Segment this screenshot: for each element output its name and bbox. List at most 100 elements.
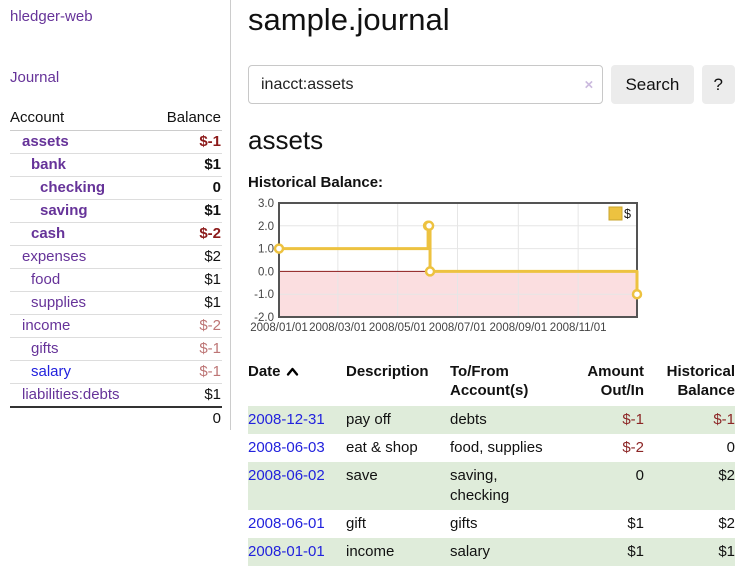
- chart-title: Historical Balance:: [248, 174, 384, 191]
- search-button[interactable]: Search: [611, 65, 694, 104]
- account-balance: $1: [204, 386, 221, 403]
- sidebar-account-link-assets[interactable]: assets: [22, 133, 69, 150]
- search-input[interactable]: [248, 65, 604, 104]
- svg-text:2008/03/01: 2008/03/01: [309, 322, 367, 334]
- svg-text:2008/07/01: 2008/07/01: [429, 322, 487, 334]
- account-row: saving $1: [10, 199, 222, 223]
- transaction-date-link[interactable]: 2008-06-01: [248, 515, 325, 532]
- account-row: assets $-1: [10, 130, 222, 154]
- account-balance: $-2: [150, 314, 222, 338]
- svg-text:2008/09/01: 2008/09/01: [490, 322, 548, 334]
- col-header-historical-balance: Historical Balance: [666, 363, 735, 399]
- account-balance: 0: [150, 176, 222, 200]
- sidebar-account-link-cash[interactable]: cash: [31, 225, 66, 242]
- col-header-balance: Balance: [150, 107, 222, 131]
- account-row: liabilities:debts $1: [10, 384, 222, 408]
- svg-text:2008/11/01: 2008/11/01: [550, 322, 607, 334]
- transaction-amount: $1: [627, 543, 644, 560]
- account-balance: $1: [150, 153, 222, 177]
- account-balance: $-2: [150, 222, 222, 246]
- help-button[interactable]: ?: [701, 65, 735, 104]
- register-header-row: Date Description To/From Account(s) Amoun…: [248, 362, 735, 406]
- transaction-amount: $1: [627, 515, 644, 532]
- account-heading: assets: [248, 125, 324, 155]
- account-row: expenses $2: [10, 245, 222, 269]
- svg-text:2.0: 2.0: [258, 221, 274, 233]
- account-row: gifts $-1: [10, 337, 222, 361]
- account-balance: $2: [150, 245, 222, 269]
- transaction-description: save: [346, 467, 378, 484]
- transaction-date-link[interactable]: 2008-01-01: [248, 543, 325, 560]
- transaction-accounts: debts: [450, 411, 487, 428]
- svg-text:-2.0: -2.0: [254, 312, 274, 324]
- total-balance: 0: [150, 406, 222, 430]
- svg-text:$: $: [624, 207, 631, 221]
- transaction-accounts: salary: [450, 543, 491, 560]
- sidebar-account-link-salary[interactable]: salary: [31, 363, 72, 380]
- total-row: 0: [10, 406, 222, 430]
- main-content: sample.journal × Search ? assets Histori…: [231, 0, 742, 566]
- historical-balance-chart: $3.0 2.0 1.0 0.0 -1.0 -2.0 2008/01/01 2008/03/0…: [248, 198, 742, 342]
- transaction-balance: $2: [718, 467, 735, 484]
- account-balance: $1: [150, 199, 222, 223]
- transaction-balance: $-1: [713, 411, 735, 428]
- transaction-date-link[interactable]: 2008-12-31: [248, 411, 325, 428]
- register-table: Date Description To/From Account(s) Amoun…: [248, 362, 735, 566]
- account-row: income $-2: [10, 314, 222, 338]
- nav-journal-link[interactable]: Journal: [10, 69, 60, 86]
- col-header-date[interactable]: Date: [248, 362, 346, 406]
- sidebar-account-link-bank[interactable]: bank: [31, 156, 67, 173]
- transaction-accounts: gifts: [450, 515, 478, 532]
- col-header-account: Account: [10, 107, 151, 131]
- sidebar-account-link-expenses[interactable]: expenses: [22, 248, 87, 265]
- transaction-row: 2008-01-01 income salary $1 $1: [248, 538, 735, 566]
- transaction-accounts: food, supplies: [450, 439, 543, 456]
- transaction-row: 2008-12-31 pay off debts $-1 $-1: [248, 406, 735, 434]
- svg-text:2008/05/01: 2008/05/01: [369, 322, 427, 334]
- transaction-balance: $1: [718, 543, 735, 560]
- transaction-amount: 0: [635, 467, 644, 484]
- account-row: checking 0: [10, 176, 222, 200]
- account-row: salary $-1: [10, 360, 222, 384]
- search-form: × Search ?: [248, 65, 735, 104]
- page-title: sample.journal: [248, 2, 450, 37]
- transaction-description: pay off: [346, 411, 391, 428]
- account-balance: $-1: [150, 360, 222, 384]
- sidebar-account-link-gifts[interactable]: gifts: [31, 340, 59, 357]
- transaction-balance: 0: [726, 439, 735, 456]
- transaction-date-link[interactable]: 2008-06-02: [248, 467, 325, 484]
- account-balance: $1: [150, 291, 222, 315]
- transaction-amount: $-1: [622, 411, 644, 428]
- account-row: cash $-2: [10, 222, 222, 246]
- clear-search-icon[interactable]: ×: [584, 76, 594, 93]
- sidebar: hledger-web Journal Account Balance asse…: [0, 0, 231, 430]
- transaction-amount: $-2: [622, 439, 644, 456]
- account-row: supplies $1: [10, 291, 222, 315]
- transaction-description: gift: [346, 515, 367, 532]
- transaction-accounts: saving, checking: [450, 467, 510, 504]
- sort-ascending-icon: [286, 367, 298, 376]
- transaction-description: eat & shop: [346, 439, 418, 456]
- col-header-description: Description: [346, 363, 429, 380]
- transaction-description: income: [346, 543, 395, 560]
- transaction-row: 2008-06-01 gift gifts $1 $2: [248, 510, 735, 538]
- account-row: bank $1: [10, 153, 222, 177]
- col-header-tofrom: To/From Account(s): [450, 363, 529, 399]
- sidebar-account-link-supplies[interactable]: supplies: [31, 294, 87, 311]
- sidebar-account-link-saving[interactable]: saving: [40, 202, 88, 219]
- svg-text:3.0: 3.0: [258, 198, 274, 210]
- sidebar-account-link-checking[interactable]: checking: [40, 179, 106, 196]
- sidebar-account-link-liabilities-debts[interactable]: liabilities:debts: [22, 386, 120, 403]
- account-balance: $-1: [150, 130, 222, 154]
- svg-text:-1.0: -1.0: [254, 289, 274, 301]
- sidebar-account-link-income[interactable]: income: [22, 317, 71, 334]
- svg-text:0.0: 0.0: [258, 266, 274, 278]
- sidebar-account-link-food[interactable]: food: [31, 271, 61, 288]
- transaction-row: 2008-06-02 save saving, checking 0 $2: [248, 462, 735, 510]
- account-row: food $1: [10, 268, 222, 292]
- account-balances-table: Account Balance assets $-1 bank $1 check…: [10, 107, 222, 430]
- svg-text:2008/01/01: 2008/01/01: [250, 322, 308, 334]
- transaction-date-link[interactable]: 2008-06-03: [248, 439, 325, 456]
- app-brand-link[interactable]: hledger-web: [10, 8, 93, 25]
